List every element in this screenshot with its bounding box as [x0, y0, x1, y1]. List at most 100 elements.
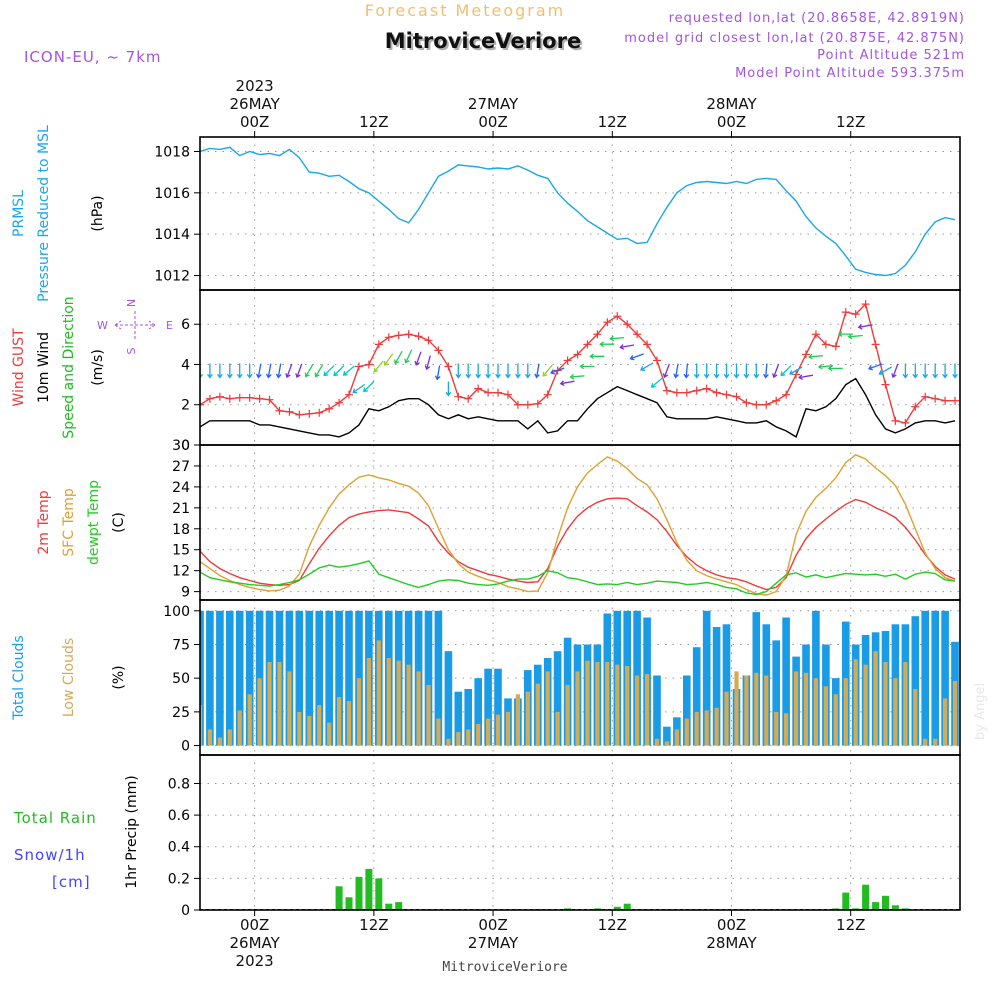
gust-marker [523, 400, 532, 409]
temperature-axis-label: SFC Temp [61, 488, 77, 557]
low_clouds-bar [903, 662, 908, 746]
clouds-ytick-label: 25 [172, 705, 190, 721]
pressure-axis-label: PRMSL [11, 190, 27, 237]
bottom-time-label: 2023 [236, 952, 274, 970]
wind-direction-arrow [640, 362, 654, 371]
precip-ytick-label: 0 [181, 903, 190, 919]
gust-marker [245, 393, 254, 402]
gust-marker [861, 300, 870, 309]
top-time-label: 12Z [836, 113, 865, 131]
pressure-axis-label: Pressure Reduced to MSL [36, 125, 52, 302]
wind-direction-arrow [314, 364, 324, 378]
gust-marker [782, 390, 791, 399]
sfc_temp-line [200, 453, 956, 596]
gust-marker [851, 310, 860, 319]
gust-marker [722, 390, 731, 399]
low_clouds-bar [535, 683, 540, 746]
gust-marker [702, 384, 711, 393]
low_clouds-bar [406, 664, 411, 746]
rain-bar [345, 897, 353, 910]
low_clouds-bar [486, 718, 491, 746]
low_clouds-bar [565, 684, 570, 746]
gust-marker [672, 388, 681, 397]
total_clouds-bar [444, 651, 453, 746]
wind-direction-arrow [216, 363, 223, 379]
gust-marker [941, 396, 950, 405]
top-time-label: 27MAY [468, 95, 519, 113]
gust-marker [285, 407, 294, 416]
gust-marker [484, 388, 493, 397]
gust-marker [841, 308, 850, 317]
low_clouds-bar [327, 722, 332, 746]
total_clouds-bar [255, 610, 264, 746]
low_clouds-bar [515, 694, 520, 746]
wind-direction-arrow [693, 363, 700, 379]
low_clouds-bar [605, 662, 610, 746]
total_clouds-bar [663, 726, 671, 746]
gust-marker [901, 418, 910, 427]
gust-marker [200, 400, 204, 409]
gust-marker [464, 394, 473, 403]
low_clouds-bar [764, 675, 769, 746]
low_clouds-bar [525, 691, 530, 746]
gust-marker [434, 346, 443, 355]
compass-rose: N S W E [97, 299, 173, 355]
low_clouds-bar [366, 658, 371, 746]
wind-direction-arrow [599, 341, 615, 348]
total_clouds-bar [692, 647, 701, 746]
low_clouds-bar [426, 684, 431, 746]
wind-direction-arrow [932, 363, 939, 379]
clouds-ytick-label: 75 [172, 637, 190, 653]
wind-direction-arrow [505, 363, 511, 379]
gust-marker [275, 406, 284, 415]
gust-marker [414, 332, 423, 341]
total_clouds-bar [474, 678, 482, 746]
low_clouds-bar [883, 662, 888, 746]
gust-marker [603, 318, 612, 327]
top-time-label: 2023 [236, 77, 274, 95]
wind-direction-arrow [878, 366, 892, 376]
pressure-axis-label: (hPa) [90, 195, 106, 231]
wind-ytick-label: 6 [181, 317, 190, 333]
total_clouds-bar [712, 627, 721, 746]
temperature-panel: 9 12 15 18 21 24 27 30 2m Temp SFC Temp dewpt Temp… [36, 438, 961, 601]
wind-direction-arrow [733, 363, 740, 379]
low_clouds-bar [754, 672, 759, 746]
wind-direction-arrow [763, 363, 769, 379]
gust-marker [364, 360, 373, 369]
low_clouds-bar [794, 671, 799, 746]
low_clouds-bar [466, 729, 471, 746]
wind-direction-arrow [559, 380, 575, 386]
wind-direction-arrow [867, 363, 883, 371]
wind-direction-arrow [817, 363, 833, 370]
low_clouds-bar [287, 671, 292, 746]
temperature-ytick-label: 18 [172, 522, 190, 538]
rain-bar [862, 884, 870, 910]
footer-location: MitroviceVeriore [442, 960, 567, 975]
precip-legend-label: Total Rain [13, 809, 97, 827]
precip-panel: 0 0.2 0.4 0.6 0.8 Total Rain Snow/1h [cm] 1hr Pr… [13, 754, 961, 919]
rain-bar [623, 903, 631, 910]
pressure-panel: 1012 1014 1016 1018 PRMSL Pressure Reduced to… [11, 125, 961, 302]
low_clouds-bar [346, 701, 352, 746]
wind-direction-arrow [246, 363, 253, 379]
precip-ytick-label: 0.2 [168, 871, 190, 887]
wind-direction-arrow [807, 353, 823, 360]
gust-marker [563, 356, 572, 365]
low_clouds-bar [684, 718, 689, 746]
wind-direction-arrow [534, 363, 540, 379]
low_clouds-bar [307, 715, 312, 746]
gust-marker [295, 410, 304, 419]
low_clouds-bar [943, 698, 948, 746]
total_clouds-bar [702, 610, 711, 746]
temperature-frame [199, 444, 961, 601]
low_clouds-bar [744, 675, 749, 746]
gust-marker [335, 398, 344, 407]
clouds-ytick-label: 0 [181, 739, 190, 755]
low_clouds-bar [217, 737, 222, 746]
gust-marker [424, 336, 433, 345]
low_clouds-bar [267, 662, 272, 746]
